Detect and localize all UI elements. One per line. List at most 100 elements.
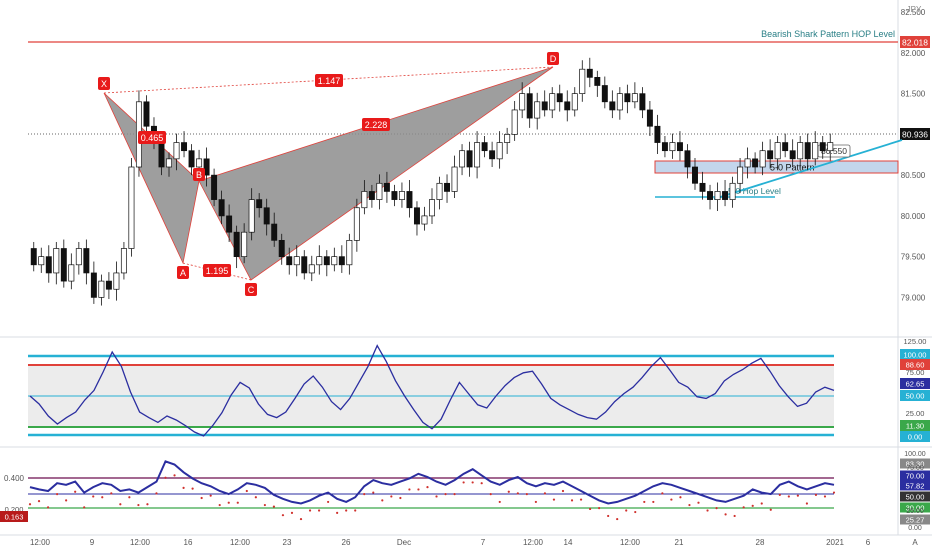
time-tick-label: 16 (184, 538, 193, 547)
point-c-text: C (248, 285, 255, 295)
osc2-dot (688, 503, 691, 507)
hop-title: Bearish Shark Pattern HOP Level (761, 29, 895, 39)
osc2-dot (453, 493, 456, 496)
price-tick-label: 80.500 (901, 171, 926, 180)
time-tick-label: 12:00 (30, 538, 51, 547)
candle-body (263, 207, 270, 225)
candle-body (233, 231, 240, 257)
candle-body (616, 93, 623, 111)
osc2-dot (290, 511, 294, 514)
candle-body (459, 150, 466, 168)
osc2-dot (724, 513, 727, 516)
five-zero-label: 5-0 Pattern (770, 163, 815, 173)
candle-body (451, 166, 458, 192)
osc2-dots (28, 474, 836, 521)
osc2-dot (760, 502, 763, 505)
osc2-dot (561, 489, 565, 493)
osc2-dot (417, 488, 420, 491)
price-tick-label: 80.000 (901, 212, 926, 221)
osc2-dot (137, 503, 140, 507)
candle-body (143, 101, 150, 127)
osc2-dot (525, 493, 528, 496)
candle-body (376, 182, 383, 200)
candle-body (188, 150, 195, 168)
osc2-dot (769, 508, 772, 511)
osc2-dot (796, 494, 799, 497)
candle-body (158, 142, 165, 168)
osc2-dot (56, 493, 59, 496)
candle-body (60, 248, 67, 282)
osc2-dot (697, 501, 700, 504)
candle-body (669, 142, 676, 152)
point-a-text: A (180, 268, 186, 278)
osc2-dot (751, 504, 754, 507)
candle-body (218, 199, 225, 217)
osc1-level-badge (900, 431, 930, 442)
osc2-dot (327, 500, 330, 504)
time-tick-label: 2021 (826, 538, 844, 547)
candle-body (38, 256, 45, 266)
osc2-dot (37, 500, 41, 503)
time-tick-label: 26 (342, 538, 351, 547)
osc2-dot (119, 503, 122, 506)
candle-body (166, 158, 172, 168)
osc2-level-badge (900, 470, 930, 481)
hop-price-badge (900, 36, 930, 48)
osc2-dot (832, 491, 836, 494)
osc2-dot (507, 490, 510, 493)
point-label-x: X (98, 77, 110, 90)
osc2-dot (345, 509, 348, 512)
osc2-dot (128, 496, 131, 499)
candle-body (661, 142, 668, 152)
candle-body (526, 93, 533, 119)
candle-body (353, 207, 360, 241)
candle-body (346, 240, 353, 266)
candle-body (601, 85, 608, 103)
time-tick-label: 12:00 (523, 538, 544, 547)
osc2-dot (625, 509, 628, 512)
osc2-dot (101, 496, 104, 499)
osc1-series-line (29, 344, 835, 437)
candle-body (286, 256, 293, 266)
five-zero-zone (654, 160, 899, 174)
osc2-dot (588, 507, 592, 511)
osc2-left-tick: 0.400 (4, 474, 25, 483)
candle-body (105, 280, 112, 290)
osc2-level-text: 83.30 (906, 460, 925, 469)
candle-body (203, 158, 210, 176)
osc2-dot (679, 496, 682, 499)
osc2-level-badge (900, 502, 930, 513)
candle-body (368, 191, 375, 200)
candle-body (331, 256, 338, 266)
osc2-dot (715, 507, 718, 510)
osc2-level-badge (900, 480, 930, 491)
point-label-b: B (193, 168, 205, 181)
osc2-dot (110, 492, 113, 495)
osc2-level-text: 30.00 (906, 504, 925, 513)
candle-body (181, 142, 188, 152)
osc2-dot (543, 492, 547, 495)
candle-body (729, 182, 736, 200)
candle-body (556, 93, 563, 103)
osc2-dot (227, 501, 230, 504)
candle-body (413, 207, 420, 225)
osc2-dot (236, 501, 239, 504)
time-tick-label: 12:00 (620, 538, 641, 547)
osc2-level-text: 25.27 (906, 516, 925, 525)
osc2-dot (155, 492, 158, 495)
osc1-level-text: 11.30 (906, 422, 924, 431)
candle-body (278, 240, 285, 258)
point-b-text: B (196, 170, 202, 180)
ratio-label-bd: 2.228 (362, 118, 390, 131)
candle-body (676, 142, 683, 152)
candle-body (308, 264, 315, 274)
osc2-dot (146, 503, 149, 506)
osc2-dot (218, 503, 221, 507)
osc2-level-badge (900, 458, 930, 469)
candle-body (75, 248, 82, 266)
candle-body (534, 101, 541, 119)
candle-body (722, 191, 729, 200)
price-callout-text: 80.550 (821, 146, 847, 156)
